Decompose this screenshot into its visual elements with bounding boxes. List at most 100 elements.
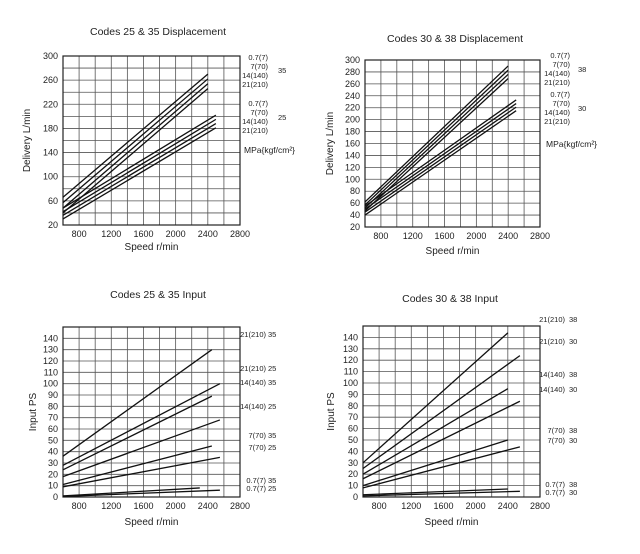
- x-tick-label: 1600: [133, 501, 153, 511]
- code-label: 38: [569, 315, 577, 324]
- x-axis-label: Speed r/min: [426, 246, 480, 257]
- y-axis-label: Input PS: [28, 392, 39, 431]
- x-tick-label: 2800: [530, 231, 550, 241]
- series-label: 21(210): [544, 78, 570, 87]
- code-label: 35: [268, 378, 276, 387]
- y-tick-label: 20: [48, 469, 58, 479]
- y-tick-label: 120: [43, 356, 58, 366]
- series-line: [362, 488, 508, 496]
- code-label: 25: [268, 402, 276, 411]
- series-line: [62, 395, 213, 471]
- y-tick-label: 220: [345, 103, 360, 113]
- series-line: [62, 73, 209, 198]
- y-tick-label: 10: [348, 481, 358, 491]
- series-label: 7(70): [248, 443, 266, 452]
- series-label: 0.7(7): [550, 90, 570, 99]
- grid: [362, 325, 541, 498]
- series-label: 0.7(7): [248, 99, 268, 108]
- y-tick-label: 100: [43, 379, 58, 389]
- series-label: 7(70): [552, 60, 570, 69]
- x-tick-label: 2800: [530, 501, 550, 511]
- code-label: 38: [578, 65, 586, 74]
- series-line: [364, 69, 509, 206]
- series-label: 7(70): [250, 108, 268, 117]
- y-tick-label: 280: [345, 67, 360, 77]
- chart-2: 800 1200 1600 2000 2400 2800 20 40 60 80 100 120 140…: [325, 33, 597, 257]
- y-tick-label: 50: [48, 435, 58, 445]
- series-label: 0.7(7): [545, 480, 565, 489]
- series-label: 21(210): [539, 315, 565, 324]
- x-tick-label: 2000: [166, 501, 186, 511]
- code-label: 25: [268, 364, 276, 373]
- code-label: 25: [268, 484, 276, 493]
- series-line: [62, 419, 221, 478]
- y-tick-label: 30: [348, 458, 358, 468]
- x-axis-label: Speed r/min: [425, 517, 479, 528]
- y-axis-label: Delivery L/min: [22, 109, 33, 172]
- series-line: [62, 487, 200, 497]
- y-tick-label: 140: [43, 333, 58, 343]
- series-label: 0.7(7): [246, 476, 266, 485]
- y-tick-label: 60: [48, 424, 58, 434]
- series-line: [62, 78, 209, 204]
- y-tick-label: 80: [48, 401, 58, 411]
- x-tick-label: 1200: [403, 231, 423, 241]
- chart-title: Codes 25 & 35 Input: [110, 289, 206, 301]
- x-tick-label: 2400: [198, 229, 218, 239]
- series-line: [62, 349, 213, 457]
- series-label: 21(210): [242, 126, 268, 135]
- plot-frame: [62, 55, 241, 226]
- y-tick-label: 20: [48, 220, 58, 230]
- series-label: 0.7(7): [545, 488, 565, 497]
- series-line: [62, 118, 217, 213]
- y-tick-label: 100: [343, 378, 358, 388]
- series-line: [364, 106, 517, 213]
- x-tick-label: 1600: [133, 229, 153, 239]
- series-line: [62, 88, 209, 214]
- series-line: [362, 439, 509, 487]
- y-tick-label: 140: [43, 148, 58, 158]
- series-line: [62, 127, 217, 220]
- code-label: 38: [569, 480, 577, 489]
- series-label: 0.7(7): [248, 53, 268, 62]
- code-label: 25: [268, 443, 276, 452]
- y-tick-label: 200: [345, 115, 360, 125]
- x-tick-label: 2400: [498, 501, 518, 511]
- series-label: 14(140): [539, 370, 565, 379]
- y-axis-label: Delivery L/min: [325, 112, 336, 175]
- series-line: [62, 114, 217, 209]
- code-label: 35: [268, 330, 276, 339]
- series-label: 21(210): [240, 330, 266, 339]
- y-tick-label: 110: [344, 367, 358, 377]
- y-tick-label: 90: [48, 390, 58, 400]
- series-label: 0.7(7): [246, 484, 266, 493]
- chart-1: 800 1200 1600 2000 2400 2800 20 60 100 140 180 220 2…: [22, 26, 295, 253]
- x-tick-label: 2000: [166, 229, 186, 239]
- x-tick-label: 2800: [230, 501, 250, 511]
- x-tick-label: 1600: [433, 501, 453, 511]
- x-tick-label: 2000: [466, 501, 486, 511]
- series-line: [362, 490, 520, 497]
- series-line: [362, 388, 509, 475]
- y-tick-label: 20: [350, 222, 360, 232]
- y-tick-label: 240: [345, 91, 360, 101]
- code-label: 25: [278, 113, 286, 122]
- series-label: 14(140): [242, 71, 268, 80]
- series-label: 21(210): [242, 80, 268, 89]
- code-label: 38: [569, 426, 577, 435]
- series-line: [362, 400, 521, 480]
- x-tick-label: 800: [373, 231, 388, 241]
- series-label: 14(140): [242, 117, 268, 126]
- series-label: 14(140): [544, 108, 570, 117]
- plot-frame: [364, 59, 541, 228]
- series-label: 7(70): [248, 431, 266, 440]
- y-tick-label: 130: [43, 345, 58, 355]
- x-tick-label: 1200: [101, 501, 121, 511]
- code-label: 30: [569, 385, 577, 394]
- x-axis-label: Speed r/min: [125, 517, 179, 528]
- y-tick-label: 220: [43, 99, 58, 109]
- y-tick-label: 40: [48, 447, 58, 457]
- series-label: 14(140): [240, 378, 266, 387]
- x-tick-label: 1200: [401, 501, 421, 511]
